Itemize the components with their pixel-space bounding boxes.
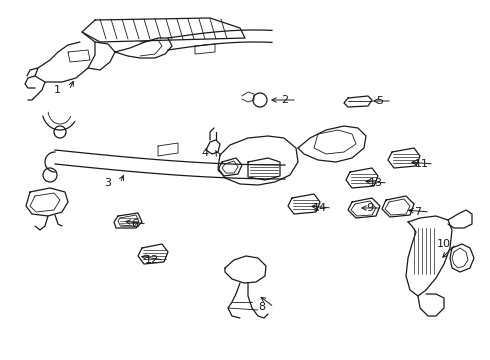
Text: 2: 2 <box>281 95 289 105</box>
Text: 1: 1 <box>53 85 60 95</box>
Text: 3: 3 <box>104 178 112 188</box>
Text: 14: 14 <box>313 203 327 213</box>
Text: 6: 6 <box>131 219 139 229</box>
Text: 10: 10 <box>437 239 451 249</box>
Text: 4: 4 <box>201 148 209 158</box>
Text: 11: 11 <box>415 159 429 169</box>
Text: 12: 12 <box>145 255 159 265</box>
Text: 7: 7 <box>415 207 421 217</box>
Text: 8: 8 <box>258 302 266 312</box>
Text: 13: 13 <box>369 178 383 188</box>
Text: 9: 9 <box>367 203 373 213</box>
Text: 5: 5 <box>376 96 384 106</box>
